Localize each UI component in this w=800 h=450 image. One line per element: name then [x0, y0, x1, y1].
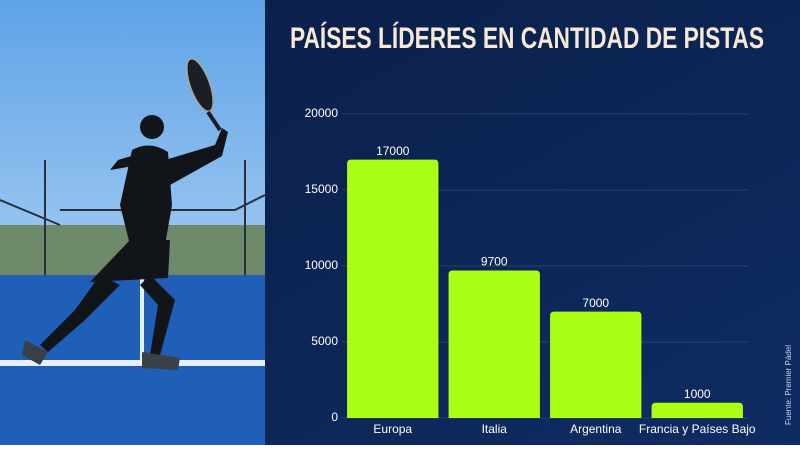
chart-title: PAÍSES LÍDERES EN CANTIDAD DE PISTAS: [290, 21, 764, 55]
x-tick-label: Europa: [373, 422, 412, 436]
y-tick-label: 10000: [305, 258, 339, 272]
x-tick-label: Francia y Países Bajo: [639, 422, 756, 436]
bar: [347, 159, 439, 418]
bar: [651, 402, 743, 418]
y-tick-label: 20000: [305, 106, 339, 120]
y-tick-label: 15000: [305, 182, 339, 196]
value-label: 1000: [684, 387, 711, 401]
value-label: 7000: [582, 296, 609, 310]
bar: [550, 311, 642, 418]
y-tick-label: 5000: [311, 334, 338, 348]
x-tick-label: Argentina: [570, 422, 622, 436]
y-tick-label: 0: [331, 410, 338, 424]
source-note: Fuente: Premier Pádel: [784, 345, 793, 425]
bar: [448, 270, 540, 418]
value-label: 9700: [481, 255, 508, 269]
value-label: 17000: [376, 144, 410, 158]
photo: [0, 0, 266, 445]
x-tick-label: Italia: [482, 422, 508, 436]
